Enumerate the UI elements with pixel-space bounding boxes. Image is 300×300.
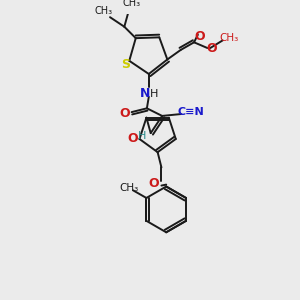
Text: CH₃: CH₃ [94,7,112,16]
Text: N: N [140,88,150,100]
Text: CH₃: CH₃ [120,183,139,194]
Text: O: O [120,106,130,120]
Text: H: H [150,89,159,99]
Text: O: O [128,133,138,146]
Text: O: O [207,41,217,55]
Text: H: H [138,131,146,141]
Text: O: O [194,30,205,43]
Text: S: S [121,58,130,71]
Text: CH₃: CH₃ [220,34,239,44]
Text: CH₃: CH₃ [123,0,141,8]
Text: C≡N: C≡N [177,107,204,117]
Text: O: O [148,177,159,190]
